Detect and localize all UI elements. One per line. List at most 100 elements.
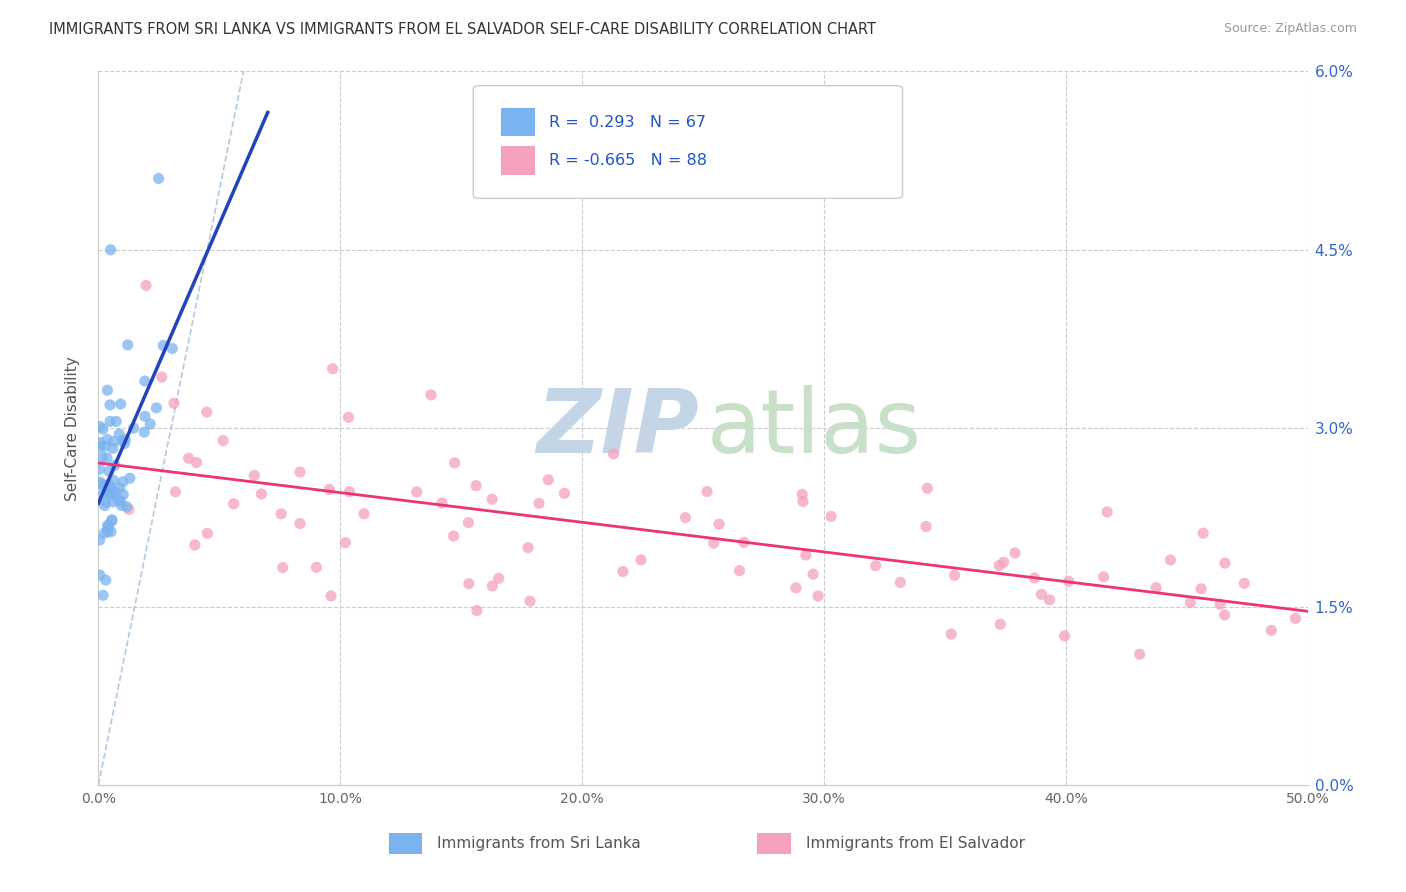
Point	[104, 485, 127, 500]
Point	[420, 388, 443, 402]
Point	[481, 492, 503, 507]
Point	[405, 484, 427, 499]
Point	[1129, 647, 1152, 661]
Point	[105, 414, 128, 428]
Point	[89, 435, 111, 450]
Point	[89, 419, 111, 434]
Point	[212, 434, 235, 448]
Point	[1053, 629, 1076, 643]
Point	[430, 496, 453, 510]
Text: IMMIGRANTS FROM SRI LANKA VS IMMIGRANTS FROM EL SALVADOR SELF-CARE DISABILITY CO: IMMIGRANTS FROM SRI LANKA VS IMMIGRANTS …	[49, 22, 876, 37]
Point	[134, 374, 156, 388]
Point	[112, 487, 135, 501]
Point	[820, 509, 842, 524]
Point	[519, 594, 541, 608]
Point	[250, 487, 273, 501]
Point	[917, 481, 939, 495]
Text: Immigrants from Sri Lanka: Immigrants from Sri Lanka	[437, 836, 641, 851]
Point	[537, 473, 560, 487]
Point	[1209, 597, 1232, 611]
Point	[100, 243, 122, 257]
Point	[335, 535, 357, 549]
Point	[97, 519, 120, 533]
Point	[134, 425, 156, 440]
Point	[118, 471, 141, 485]
Bar	[388, 833, 422, 855]
Bar	[501, 108, 534, 136]
Point	[98, 398, 121, 412]
Point	[94, 573, 117, 587]
Point	[1192, 526, 1215, 541]
Point	[118, 502, 141, 516]
Point	[89, 440, 111, 454]
Point	[322, 361, 344, 376]
Point	[110, 499, 132, 513]
Text: atlas: atlas	[707, 384, 922, 472]
Point	[707, 517, 730, 532]
Point	[915, 519, 938, 533]
Point	[103, 434, 125, 449]
Point	[108, 481, 131, 495]
Point	[94, 495, 117, 509]
Point	[97, 524, 120, 539]
Point	[101, 442, 124, 456]
Point	[794, 548, 817, 562]
Point	[527, 496, 550, 510]
Point	[89, 568, 111, 582]
Point	[98, 488, 121, 502]
Point	[101, 486, 124, 500]
Text: Source: ZipAtlas.com: Source: ZipAtlas.com	[1223, 22, 1357, 36]
Point	[1284, 611, 1306, 625]
Point	[91, 588, 114, 602]
Point	[243, 468, 266, 483]
Point	[517, 541, 540, 555]
Point	[93, 478, 115, 492]
Point	[122, 421, 145, 435]
Text: R =  0.293   N = 67: R = 0.293 N = 67	[550, 114, 706, 129]
Point	[1233, 576, 1256, 591]
Point	[165, 484, 187, 499]
Point	[353, 507, 375, 521]
Point	[97, 477, 120, 491]
Point	[443, 456, 465, 470]
Text: R = -0.665   N = 88: R = -0.665 N = 88	[550, 153, 707, 168]
Point	[807, 589, 830, 603]
Point	[319, 589, 342, 603]
Point	[1095, 505, 1118, 519]
Point	[792, 487, 814, 501]
Point	[943, 568, 966, 582]
Bar	[758, 833, 792, 855]
Point	[98, 480, 121, 494]
Point	[553, 486, 575, 500]
Point	[103, 474, 125, 488]
Point	[222, 497, 245, 511]
Point	[1024, 571, 1046, 585]
Point	[337, 410, 360, 425]
Point	[96, 433, 118, 447]
Point	[1144, 581, 1167, 595]
Point	[305, 560, 328, 574]
Point	[94, 439, 117, 453]
Point	[675, 510, 697, 524]
Y-axis label: Self-Care Disability: Self-Care Disability	[65, 356, 80, 500]
Point	[98, 414, 121, 428]
Point	[1159, 553, 1181, 567]
Point	[101, 513, 124, 527]
Point	[162, 342, 184, 356]
Point	[108, 427, 131, 442]
Point	[988, 617, 1011, 632]
Point	[1031, 587, 1053, 601]
Point	[104, 458, 127, 473]
Point	[339, 484, 361, 499]
Point	[443, 529, 465, 543]
Point	[145, 401, 167, 415]
Point	[163, 396, 186, 410]
Point	[101, 495, 124, 509]
Point	[114, 433, 136, 447]
Point	[96, 450, 118, 465]
Point	[271, 560, 294, 574]
Point	[93, 499, 115, 513]
FancyBboxPatch shape	[474, 86, 903, 198]
Point	[100, 486, 122, 500]
Point	[1057, 574, 1080, 589]
